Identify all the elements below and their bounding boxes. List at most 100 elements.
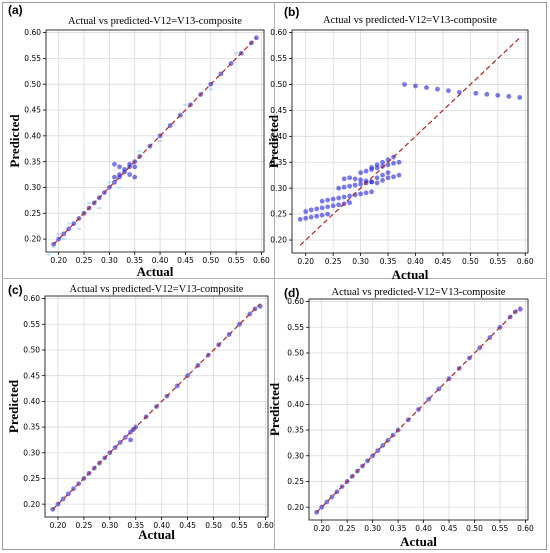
y-tick-label: 0.35 <box>23 423 40 432</box>
scatter-point-faint <box>56 232 61 235</box>
scatter-point <box>396 172 402 178</box>
scatter-point <box>385 175 391 181</box>
scatter-point-faint <box>158 140 163 142</box>
x-tick-label: 0.50 <box>466 524 483 533</box>
chart-title: Actual vs predicted-V12=V13-composite <box>70 284 244 295</box>
scatter-point <box>363 190 369 196</box>
y-axis-label: Predicted <box>267 382 282 436</box>
chart-title: Actual vs predicted-V12=V13-composite <box>68 16 242 27</box>
scatter-point <box>506 93 512 99</box>
y-tick-label: 0.45 <box>270 106 287 115</box>
y-axis-label: Predicted <box>6 379 21 433</box>
y-tick-label: 0.20 <box>24 235 41 244</box>
y-tick-label: 0.20 <box>287 503 304 512</box>
scatter-point-faint <box>117 186 122 189</box>
x-tick-label: 0.35 <box>126 256 143 265</box>
scatter-point <box>402 82 407 87</box>
scatter-point <box>352 182 358 188</box>
scatter-point <box>132 164 138 170</box>
scatter-point <box>347 175 353 181</box>
scatter-point-faint <box>208 88 213 91</box>
scatter-point <box>484 91 490 97</box>
scatter-point <box>303 215 309 221</box>
scatter-point <box>380 163 385 169</box>
scatter-point-faint <box>234 52 239 55</box>
scatter-point-faint <box>46 253 51 256</box>
y-tick-label: 0.40 <box>287 400 304 409</box>
x-tick-label: 0.50 <box>462 257 479 266</box>
x-tick-label: 0.35 <box>127 521 144 530</box>
scatter-point <box>347 183 353 189</box>
scatter-point <box>385 162 391 168</box>
y-tick-label: 0.40 <box>270 132 287 141</box>
y-tick-label: 0.50 <box>287 349 304 358</box>
chart-panel-c: (c) Actual vs predicted-V12=V13-composite… <box>6 283 274 542</box>
scatter-point <box>391 174 396 180</box>
y-tick-label: 0.30 <box>270 184 287 193</box>
scatter-point <box>117 164 122 170</box>
y-tick-label: 0.50 <box>23 346 40 355</box>
scatter-point <box>424 85 429 90</box>
y-tick-label: 0.30 <box>23 448 40 457</box>
x-tick-label: 0.40 <box>407 257 424 266</box>
chart-panel-b: (b) Actual vs predicted-V12=V13-composite… <box>266 5 534 282</box>
scatter-point <box>341 176 347 182</box>
y-tick-label: 0.30 <box>287 451 304 460</box>
x-tick-label: 0.60 <box>253 256 270 265</box>
plot-area <box>45 29 265 253</box>
x-tick-label: 0.30 <box>101 521 118 530</box>
scatter-point-faint <box>51 245 56 248</box>
scatter-point <box>127 161 133 167</box>
panel-label: (d) <box>284 286 299 300</box>
scatter-point <box>391 160 396 166</box>
x-tick-label: 0.55 <box>489 257 506 266</box>
x-tick-label: 0.50 <box>202 256 219 265</box>
y-tick-label: 0.45 <box>23 371 40 380</box>
y-tick-label: 0.35 <box>270 158 287 167</box>
x-tick-label: 0.20 <box>50 256 67 265</box>
scatter-point <box>473 90 479 96</box>
scatter-point <box>117 172 122 177</box>
x-tick-label: 0.25 <box>325 257 342 266</box>
x-tick-label: 0.20 <box>50 521 67 530</box>
scatter-point <box>517 95 523 100</box>
scatter-point <box>358 177 364 183</box>
scatter-point-faint <box>107 181 112 184</box>
y-tick-label: 0.40 <box>24 131 41 140</box>
y-tick-label: 0.45 <box>24 106 41 115</box>
scatter-point <box>319 212 325 218</box>
y-tick-label: 0.35 <box>287 426 304 435</box>
scatter-point-faint <box>137 150 142 153</box>
scatter-point <box>308 207 314 213</box>
scatter-point-faint <box>66 222 71 225</box>
x-tick-label: 0.50 <box>205 521 222 530</box>
scatter-point <box>369 179 374 185</box>
x-tick-label: 0.45 <box>441 524 458 533</box>
scatter-point <box>336 185 342 191</box>
x-tick-label: 0.60 <box>517 257 534 266</box>
x-axis-label: Actual <box>138 527 175 542</box>
scatter-point-faint <box>61 238 66 241</box>
scatter-point-faint <box>183 103 188 106</box>
x-tick-label: 0.55 <box>231 521 248 530</box>
panel-label: (c) <box>8 283 23 297</box>
scatter-point <box>374 162 380 168</box>
scatter-point <box>374 175 380 181</box>
scatter-point <box>122 166 127 172</box>
x-axis-label: Actual <box>392 267 429 282</box>
panel-divider-horizontal <box>2 278 547 279</box>
panel-divider-vertical <box>274 2 275 550</box>
scatter-point <box>396 159 402 165</box>
y-axis-label: Predicted <box>7 114 22 168</box>
x-tick-label: 0.55 <box>492 524 509 533</box>
y-tick-label: 0.45 <box>287 374 304 383</box>
scatter-point <box>127 172 133 177</box>
scatter-point <box>347 200 353 206</box>
scatter-point-faint <box>97 207 102 210</box>
x-tick-label: 0.20 <box>297 257 314 266</box>
scatter-point <box>128 437 133 443</box>
x-tick-label: 0.35 <box>390 524 407 533</box>
ideal-fit-line <box>53 37 257 245</box>
ideal-fit-line <box>299 37 521 246</box>
y-tick-label: 0.35 <box>24 157 41 166</box>
